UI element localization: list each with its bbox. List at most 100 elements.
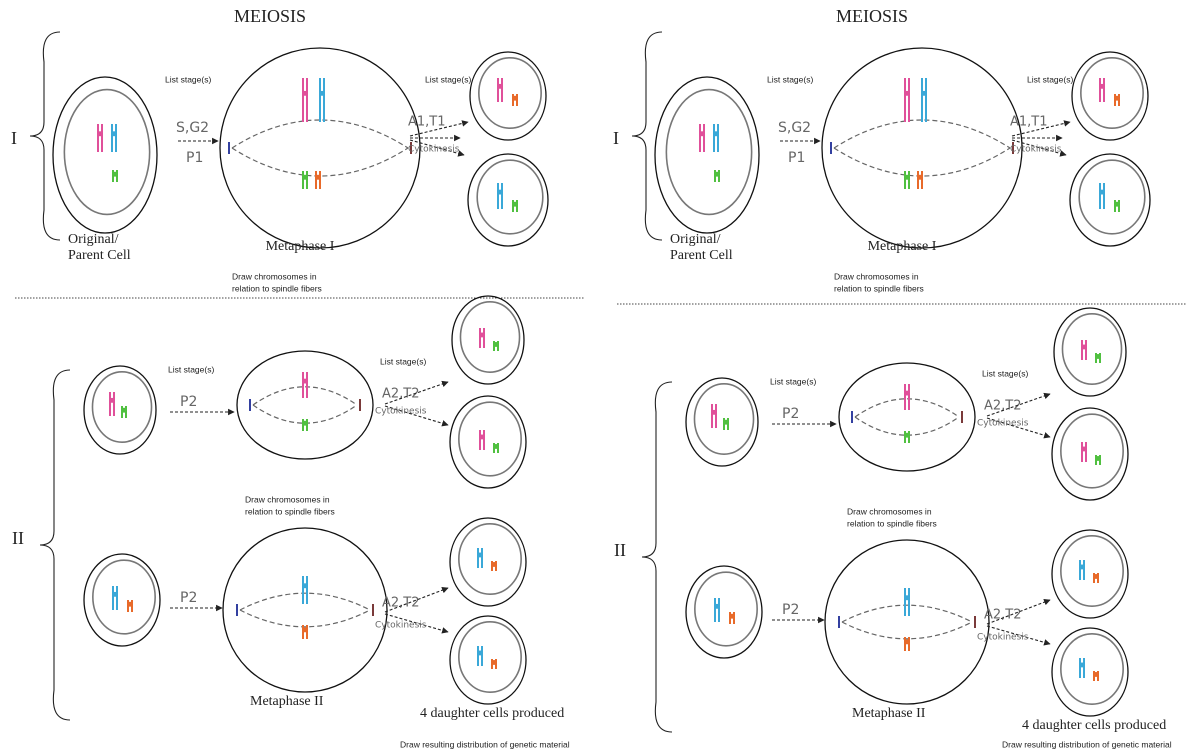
cell-membrane (450, 518, 526, 606)
handwritten-stage: P2 (782, 406, 799, 422)
cell-membrane (1052, 408, 1128, 500)
spindle-fiber (253, 405, 357, 423)
nucleus (666, 90, 751, 215)
nucleus (1061, 634, 1123, 704)
centromere (1115, 96, 1120, 101)
nucleus (460, 302, 519, 372)
centromere (1082, 447, 1087, 452)
cell-membrane (1072, 52, 1148, 140)
instruction: relation to spindle fibers (847, 518, 937, 528)
instruction: relation to spindle fibers (245, 506, 335, 516)
cell-membrane (686, 378, 758, 466)
handwritten-stage: S,G2 (778, 120, 811, 136)
centromere (905, 91, 910, 96)
nucleus (479, 58, 541, 128)
spindle-fiber (842, 622, 972, 639)
cell-membrane (237, 351, 373, 459)
cell-membrane (1070, 154, 1150, 246)
centromere (700, 131, 705, 136)
centromere (513, 202, 518, 207)
stage-prompt: List stage(s) (1027, 74, 1073, 84)
centromere (918, 175, 923, 180)
handwritten-stage: A2,T2 (382, 596, 420, 611)
nucleus (1081, 58, 1143, 128)
centromere (303, 627, 308, 632)
stage-label: II (12, 528, 24, 548)
handwritten-stage: P1 (186, 150, 203, 166)
nucleus (1061, 536, 1123, 606)
nucleus (459, 622, 521, 692)
cell-membrane (470, 52, 546, 140)
nucleus (695, 572, 757, 646)
centromere (303, 421, 308, 426)
centromere (905, 595, 910, 600)
cell-label: Original/ (68, 232, 119, 247)
cell-membrane (1052, 628, 1128, 716)
cell-membrane (825, 540, 989, 704)
instruction: Draw chromosomes in (847, 506, 932, 516)
centromere (494, 444, 499, 449)
centromere (1096, 354, 1101, 359)
centromere (478, 651, 483, 656)
centromere (1082, 345, 1087, 350)
title: MEIOSIS (234, 6, 306, 26)
handwritten-stage: A1,T1 (1010, 115, 1048, 130)
centromere (113, 592, 118, 597)
stage-prompt: List stage(s) (380, 356, 426, 366)
centromere (905, 175, 910, 180)
spindle-fiber (842, 605, 972, 622)
cell-membrane (84, 366, 156, 454)
centromere (724, 420, 729, 425)
instruction: Draw chromosomes in (232, 271, 317, 281)
cell-label: Metaphase II (852, 706, 926, 721)
spindle-fiber (240, 610, 370, 627)
centromere (513, 96, 518, 101)
handwritten-stage: P2 (782, 602, 799, 618)
handwritten-stage: Cytokinesis (408, 145, 460, 155)
centromere (316, 175, 321, 180)
handwritten-stage: A2,T2 (984, 608, 1022, 623)
centromere (1115, 202, 1120, 207)
cell-membrane (450, 616, 526, 704)
handwritten-stage: Cytokinesis (977, 419, 1029, 429)
centromere (492, 562, 497, 567)
centromere (905, 391, 910, 396)
handwritten-stage: Cytokinesis (977, 633, 1029, 643)
centromere (1094, 672, 1099, 677)
brace (30, 32, 60, 240)
cell-label: Parent Cell (68, 248, 131, 263)
nucleus (93, 560, 155, 634)
centromere (303, 91, 308, 96)
handwritten-stage: P2 (180, 590, 197, 606)
cell-membrane (1054, 308, 1126, 396)
cell-membrane (1052, 530, 1128, 618)
cell-membrane (450, 396, 526, 488)
centromere (1080, 663, 1085, 668)
centromere (492, 660, 497, 665)
centromere (1100, 84, 1105, 89)
stage-prompt: List stage(s) (767, 74, 813, 84)
centromere (905, 433, 910, 438)
spindle-fiber (232, 120, 408, 148)
nucleus (477, 160, 543, 234)
centromere (498, 84, 503, 89)
centromere (922, 91, 927, 96)
cell-label: Original/ (670, 232, 721, 247)
instruction: relation to spindle fibers (834, 283, 924, 293)
handwritten-stage: P1 (788, 150, 805, 166)
cell-membrane (839, 363, 975, 471)
centromere (110, 398, 115, 403)
spindle-fiber (834, 120, 1010, 148)
centromere (905, 639, 910, 644)
cell-membrane (452, 296, 524, 384)
centromere (498, 190, 503, 195)
handwritten-stage: Cytokinesis (1010, 145, 1062, 155)
nucleus (459, 524, 521, 594)
centromere (303, 379, 308, 384)
centromere (320, 91, 325, 96)
centromere (1096, 456, 1101, 461)
centromere (478, 553, 483, 558)
title: MEIOSIS (836, 6, 908, 26)
stage-prompt: List stage(s) (165, 74, 211, 84)
stage-prompt: List stage(s) (168, 364, 214, 374)
